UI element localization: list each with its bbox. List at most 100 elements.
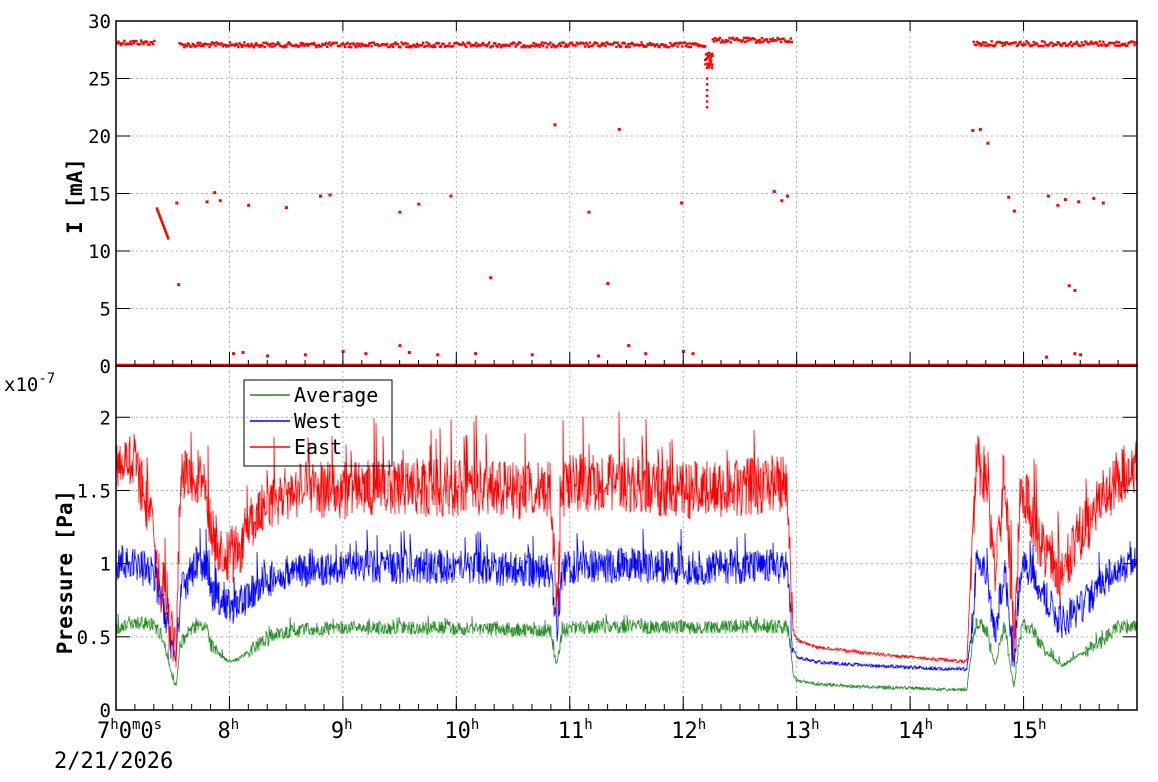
- current-decay-point: [160, 220, 164, 224]
- current-point: [1074, 42, 1077, 45]
- current-point: [539, 43, 542, 46]
- current-point: [418, 44, 421, 47]
- current-point: [348, 42, 352, 46]
- current-point: [778, 38, 782, 41]
- current-point: [519, 41, 522, 45]
- current-point: [313, 43, 317, 47]
- current-point: [486, 43, 490, 46]
- current-point: [1082, 43, 1086, 47]
- current-point: [687, 45, 690, 49]
- current-decay-point: [166, 235, 169, 239]
- current-point: [146, 40, 149, 44]
- scale-exponent: -7: [38, 371, 55, 387]
- current-point: [681, 45, 684, 48]
- current-point: [1039, 44, 1043, 48]
- current-point: [398, 210, 402, 214]
- current-dip-point: [707, 55, 711, 58]
- current-point: [185, 44, 188, 48]
- current-point: [300, 43, 304, 47]
- current-point: [1106, 43, 1110, 47]
- current-point: [1103, 43, 1106, 46]
- current-point: [249, 44, 252, 47]
- current-point: [408, 44, 412, 48]
- current-point: [1102, 40, 1105, 43]
- current-point: [765, 38, 768, 41]
- current-point: [971, 129, 975, 133]
- current-point: [478, 44, 481, 47]
- current-point: [214, 44, 217, 47]
- current-point: [177, 283, 181, 287]
- current-decay-point: [167, 237, 170, 240]
- current-point: [431, 45, 434, 49]
- current-point: [498, 43, 502, 46]
- current-dip-point: [704, 63, 707, 66]
- current-point: [759, 40, 762, 44]
- current-point: [556, 45, 559, 48]
- current-point: [695, 43, 698, 46]
- current-point: [599, 44, 602, 47]
- pressure-y-ticks: 0 0.5 1 1.5 2: [77, 407, 1137, 722]
- pressure-series-average: [115, 613, 1138, 693]
- current-point: [1079, 353, 1083, 357]
- current-y-tick-label: 10: [88, 241, 111, 263]
- current-point: [472, 44, 475, 47]
- current-point: [1068, 42, 1071, 46]
- current-point: [460, 43, 463, 47]
- current-point: [247, 203, 251, 207]
- current-y-axis-title: I [mA]: [63, 158, 87, 234]
- current-point: [269, 42, 272, 46]
- current-point: [150, 40, 154, 44]
- current-point: [270, 45, 274, 48]
- current-point: [358, 42, 361, 46]
- time-axis-origin-label: 7h0m0s: [97, 717, 162, 744]
- current-point: [1134, 41, 1137, 44]
- current-point: [325, 45, 329, 48]
- current-point: [769, 38, 772, 41]
- current-point: [653, 45, 656, 48]
- current-point: [617, 127, 621, 131]
- current-point: [1051, 44, 1055, 48]
- current-point: [1052, 43, 1056, 46]
- current-point: [118, 42, 121, 45]
- current-y-tick-label: 25: [88, 69, 111, 91]
- current-point: [790, 40, 794, 44]
- current-dip-point: [708, 51, 711, 55]
- current-point: [199, 44, 203, 48]
- current-point: [596, 354, 600, 358]
- current-point: [679, 41, 683, 45]
- current-decay-point: [157, 213, 161, 216]
- current-point: [292, 44, 295, 47]
- current-point: [676, 45, 679, 48]
- current-point: [689, 45, 692, 49]
- current-point: [366, 44, 370, 47]
- current-point: [1063, 198, 1067, 202]
- current-point: [1002, 41, 1005, 45]
- current-point: [275, 43, 278, 46]
- current-point: [661, 43, 665, 46]
- current-point: [780, 199, 784, 203]
- current-point: [532, 41, 535, 45]
- current-point: [755, 39, 759, 42]
- current-point: [1040, 40, 1044, 43]
- current-point: [644, 352, 648, 356]
- current-dip-point: [706, 52, 709, 55]
- current-point: [277, 42, 281, 46]
- current-point: [604, 45, 607, 48]
- current-point: [553, 123, 557, 127]
- current-point: [175, 201, 179, 205]
- current-point: [116, 42, 119, 45]
- time-axis-date: 2/21/2026: [54, 749, 173, 774]
- current-point: [680, 201, 684, 205]
- current-point: [746, 39, 749, 42]
- pressure-y-tick-label: 2: [100, 407, 111, 429]
- current-point: [757, 40, 760, 44]
- current-point: [595, 42, 599, 45]
- current-point: [582, 42, 586, 45]
- current-point: [274, 43, 277, 46]
- current-point: [1133, 43, 1136, 47]
- current-point: [288, 42, 292, 45]
- current-point: [223, 43, 227, 47]
- current-point: [717, 38, 720, 42]
- current-point: [1003, 43, 1007, 46]
